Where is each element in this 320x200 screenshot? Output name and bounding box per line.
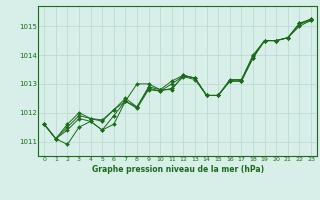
X-axis label: Graphe pression niveau de la mer (hPa): Graphe pression niveau de la mer (hPa): [92, 165, 264, 174]
